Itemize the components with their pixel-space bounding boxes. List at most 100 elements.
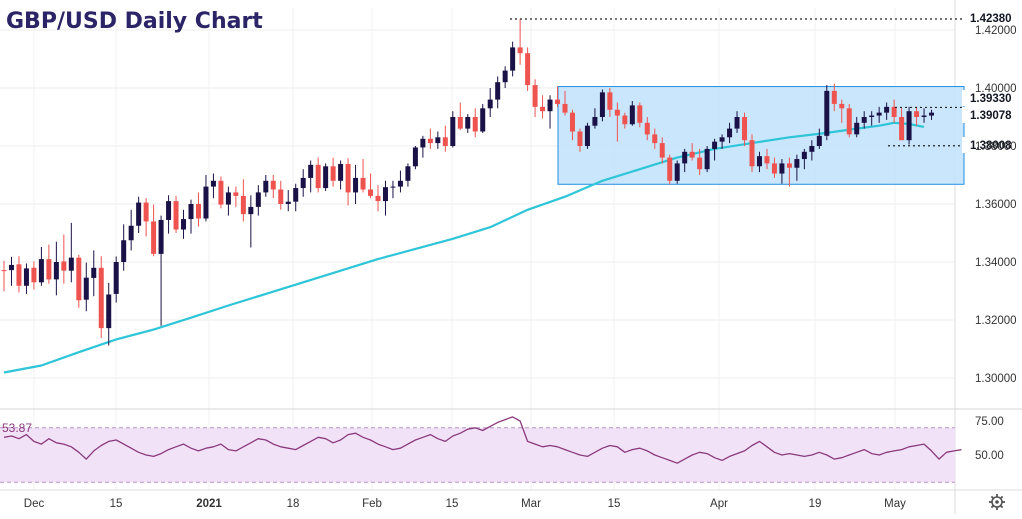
candle-35 — [263, 175, 269, 197]
candle-body-83 — [622, 115, 628, 125]
candle-body-49 — [368, 189, 374, 196]
candle-body-62 — [465, 117, 471, 129]
candle-118 — [884, 102, 890, 120]
candle-63 — [472, 108, 478, 138]
candle-55 — [412, 146, 418, 170]
rsi-tick-label-0: 75.00 — [975, 416, 1004, 428]
candle-110 — [824, 85, 830, 141]
candle-115 — [861, 111, 867, 129]
candle-body-30 — [225, 192, 231, 205]
candle-117 — [876, 106, 882, 123]
candle-103 — [771, 157, 777, 178]
candle-64 — [480, 103, 486, 133]
y-tick-label-4: 1.34000 — [975, 257, 1017, 269]
candle-body-90 — [674, 163, 680, 181]
x-tick-label-3: 18 — [287, 498, 300, 510]
candle-57 — [427, 128, 433, 149]
candle-17 — [128, 209, 134, 251]
x-tick-label-5: 15 — [446, 498, 459, 510]
candle-body-98 — [734, 117, 740, 129]
candle-body-45 — [338, 163, 344, 181]
candle-body-21 — [158, 219, 164, 254]
candle-40 — [300, 169, 306, 197]
candle-94 — [704, 146, 710, 173]
candle-body-17 — [128, 225, 134, 241]
x-tick-label-7: 15 — [608, 498, 621, 510]
candle-body-41 — [308, 164, 314, 178]
y-tick-label-0: 1.42000 — [975, 25, 1017, 37]
candle-body-48 — [360, 177, 366, 190]
candle-39 — [293, 183, 299, 212]
candle-body-111 — [831, 90, 837, 104]
candle-29 — [218, 176, 224, 209]
candle-body-100 — [749, 140, 755, 167]
candle-body-11 — [83, 277, 89, 300]
candle-47 — [353, 164, 359, 204]
candle-body-106 — [794, 159, 800, 168]
candle-body-9 — [68, 257, 74, 271]
candle-88 — [659, 137, 665, 164]
candle-104 — [779, 159, 785, 184]
candle-120 — [899, 108, 905, 141]
candle-body-123 — [921, 115, 927, 117]
candle-122 — [914, 106, 920, 126]
candle-5 — [38, 246, 44, 286]
candle-20 — [151, 204, 157, 257]
candle-body-84 — [629, 105, 635, 125]
candle-body-108 — [809, 146, 815, 152]
candle-45 — [338, 160, 344, 190]
candle-body-93 — [697, 157, 703, 170]
candle-28 — [210, 173, 216, 199]
candle-body-96 — [719, 137, 725, 142]
candle-0 — [1, 260, 7, 292]
candle-2 — [16, 256, 22, 293]
candle-86 — [644, 117, 650, 141]
candle-31 — [233, 186, 239, 207]
candle-body-4 — [31, 267, 37, 283]
candle-body-50 — [375, 195, 381, 202]
candle-50 — [375, 185, 381, 212]
candle-body-69 — [517, 47, 523, 54]
candle-33 — [248, 195, 254, 248]
candle-74 — [555, 86, 561, 107]
candle-body-82 — [614, 109, 620, 116]
candle-body-57 — [427, 138, 433, 144]
candle-body-72 — [540, 106, 546, 112]
x-tick-label-10: May — [884, 498, 906, 510]
y-tick-label-3: 1.36000 — [975, 199, 1017, 211]
range-box — [557, 86, 965, 185]
candle-body-53 — [397, 180, 403, 187]
candle-27 — [203, 175, 209, 222]
candle-body-34 — [255, 192, 261, 207]
candle-body-64 — [480, 108, 486, 132]
candle-body-6 — [46, 259, 52, 280]
settings-gear-icon[interactable] — [989, 494, 1005, 510]
price-level-label-2: 1.39078 — [970, 110, 1012, 122]
x-tick-label-6: Mar — [521, 498, 541, 510]
candle-body-89 — [667, 157, 673, 181]
candle-32 — [240, 179, 246, 222]
candle-body-87 — [652, 134, 658, 144]
candle-92 — [689, 143, 695, 161]
candle-66 — [495, 76, 501, 109]
candle-body-112 — [839, 103, 845, 109]
candle-body-40 — [300, 177, 306, 189]
candle-body-68 — [510, 47, 516, 71]
candle-body-0 — [1, 270, 7, 272]
candle-body-12 — [91, 267, 97, 278]
candle-38 — [285, 190, 291, 212]
candle-87 — [652, 128, 658, 149]
candle-body-51 — [382, 187, 388, 202]
x-tick-label-1: 15 — [110, 498, 123, 510]
candle-body-78 — [584, 125, 590, 146]
candle-37 — [278, 180, 284, 210]
candle-49 — [368, 173, 374, 199]
price-levels-layer: 1.42380 1.39330 1.39078 1.38008 — [510, 10, 1020, 153]
candle-body-103 — [771, 163, 777, 174]
candle-body-39 — [293, 188, 299, 202]
candle-body-102 — [764, 156, 770, 164]
candle-109 — [816, 128, 822, 149]
candle-body-118 — [884, 106, 890, 113]
candle-113 — [846, 103, 852, 138]
